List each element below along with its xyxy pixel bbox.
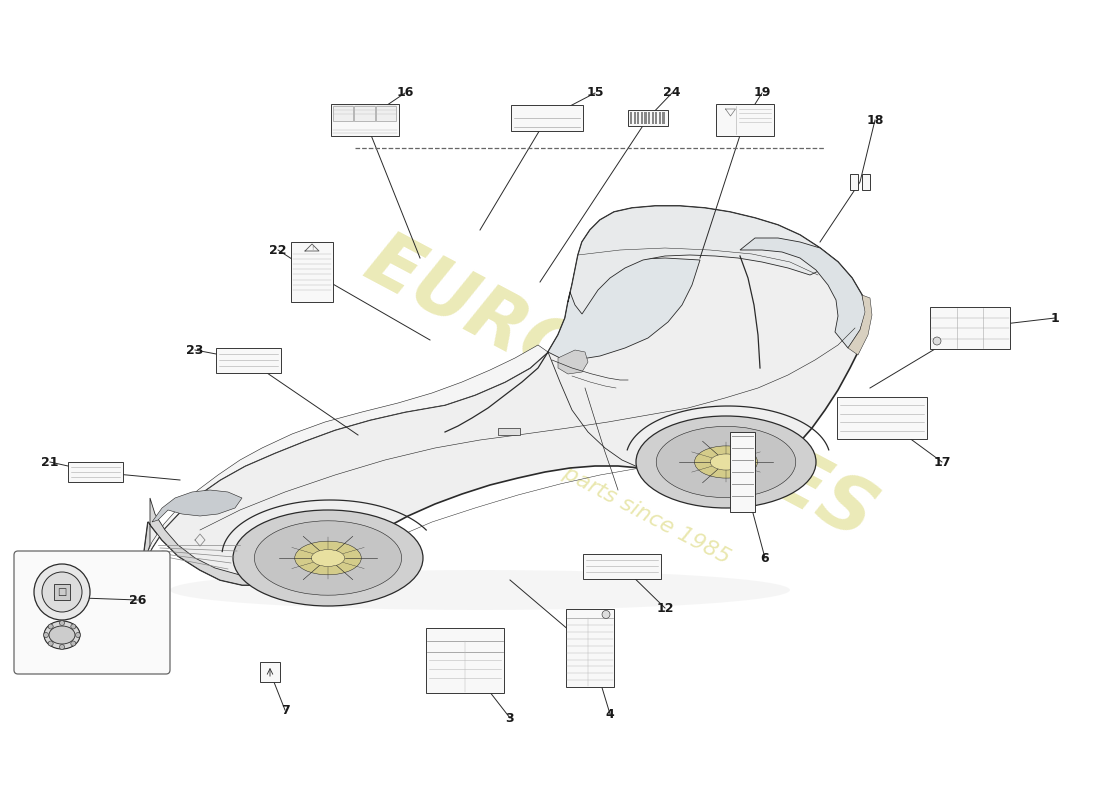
Text: 18: 18	[867, 114, 883, 126]
Bar	[376, 106, 396, 122]
Polygon shape	[152, 490, 242, 522]
Bar	[354, 106, 375, 122]
Polygon shape	[558, 350, 589, 374]
Circle shape	[48, 624, 53, 629]
Polygon shape	[548, 258, 700, 360]
Polygon shape	[568, 206, 838, 314]
Bar	[292, 242, 333, 302]
Ellipse shape	[254, 521, 402, 595]
Polygon shape	[848, 295, 872, 355]
Bar	[850, 174, 858, 190]
Bar	[651, 112, 653, 124]
Circle shape	[34, 564, 90, 620]
Bar	[850, 174, 870, 190]
Ellipse shape	[311, 550, 344, 566]
Text: 23: 23	[186, 343, 204, 357]
Bar	[54, 584, 70, 600]
Circle shape	[602, 610, 610, 618]
Bar	[333, 106, 353, 122]
Bar	[583, 554, 661, 578]
Circle shape	[70, 624, 76, 629]
Bar	[634, 112, 636, 124]
Text: 1: 1	[1050, 311, 1059, 325]
Text: 3: 3	[506, 711, 515, 725]
Circle shape	[42, 572, 82, 612]
Text: 7: 7	[280, 703, 289, 717]
Ellipse shape	[657, 426, 795, 498]
Circle shape	[59, 621, 65, 626]
Text: 17: 17	[933, 455, 950, 469]
Ellipse shape	[233, 510, 424, 606]
Polygon shape	[142, 498, 288, 585]
Text: a passion for parts since 1985: a passion for parts since 1985	[427, 392, 734, 568]
Bar	[331, 104, 399, 136]
Polygon shape	[740, 238, 866, 348]
Ellipse shape	[636, 416, 816, 508]
Circle shape	[70, 641, 76, 646]
Text: 15: 15	[586, 86, 604, 99]
Text: 21: 21	[42, 455, 58, 469]
Text: 26: 26	[130, 594, 146, 606]
Circle shape	[59, 645, 65, 650]
Ellipse shape	[44, 621, 80, 649]
Text: 22: 22	[270, 243, 287, 257]
Text: 12: 12	[657, 602, 673, 614]
Bar	[641, 112, 644, 124]
Circle shape	[44, 633, 48, 638]
Bar	[628, 110, 668, 126]
Text: 16: 16	[396, 86, 414, 99]
Bar	[861, 174, 870, 190]
Bar	[630, 112, 632, 124]
Bar	[645, 112, 647, 124]
Text: □: □	[57, 587, 67, 597]
Text: 24: 24	[663, 86, 681, 99]
FancyBboxPatch shape	[14, 551, 170, 674]
Circle shape	[76, 633, 80, 638]
Bar	[637, 112, 639, 124]
Bar	[512, 105, 583, 131]
Bar	[716, 104, 774, 136]
Bar	[426, 627, 504, 693]
Ellipse shape	[50, 626, 75, 644]
Ellipse shape	[694, 446, 758, 478]
Bar	[566, 609, 614, 687]
Polygon shape	[142, 206, 866, 585]
Bar	[656, 112, 658, 124]
Bar	[260, 662, 280, 682]
Bar	[837, 397, 927, 439]
Bar	[216, 347, 280, 373]
Bar	[659, 112, 661, 124]
Bar	[662, 112, 664, 124]
Bar	[648, 112, 650, 124]
Text: 4: 4	[606, 707, 615, 721]
Text: 19: 19	[754, 86, 771, 99]
Circle shape	[933, 337, 940, 345]
Text: 6: 6	[761, 551, 769, 565]
Text: !: !	[311, 246, 313, 251]
Ellipse shape	[170, 570, 790, 610]
Bar	[498, 428, 520, 435]
Bar	[67, 462, 122, 482]
Bar	[930, 307, 1010, 349]
Ellipse shape	[711, 454, 741, 470]
Polygon shape	[142, 345, 548, 568]
Bar	[729, 432, 755, 512]
Text: EUROSPARES: EUROSPARES	[352, 224, 888, 556]
Circle shape	[48, 641, 53, 646]
Ellipse shape	[295, 541, 361, 574]
